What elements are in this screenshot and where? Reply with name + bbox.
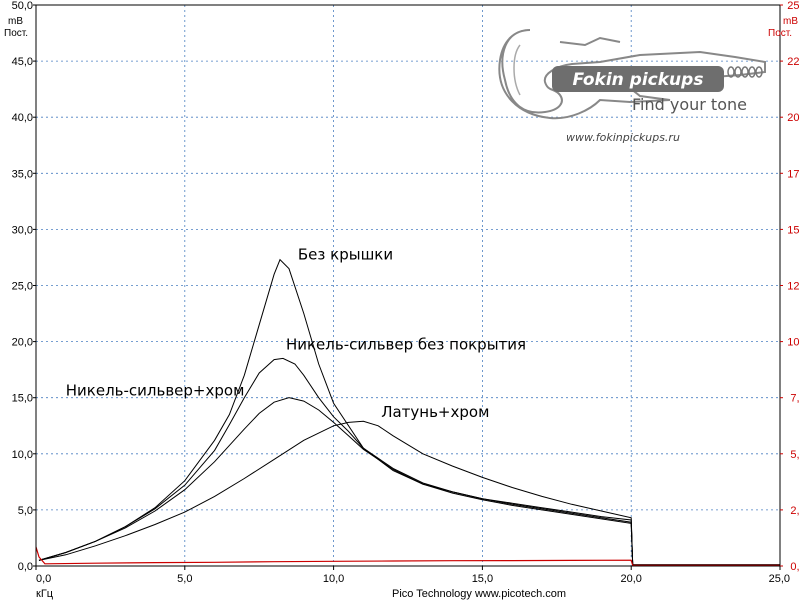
x-axis: 0,0 5,0 10,0 15,0 20,0 25,0 [35,566,790,585]
series-line-2 [38,397,780,566]
left-tick-label: 45,0 [12,56,33,68]
guitar-inner-icon [513,44,521,96]
left-tick-label: 20,0 [12,337,33,349]
series-annotation-0: Без крышки [298,246,393,264]
x-tick-label: 0,0 [36,573,51,585]
series-annotation-3: Латунь+хром [381,403,489,421]
left-tick-label: 35,0 [12,168,33,180]
right-unit-sublabel: Пост. [768,28,792,39]
series-annotation-1: Никель-сильвер без покрытия [286,335,526,353]
logo-name: Fokin pickups [573,70,704,90]
right-tick-label: 15,0 [787,224,800,236]
left-tick-label: 10,0 [12,449,33,461]
tuning-pegs-icon [727,66,763,78]
right-tick-label: 10,0 [787,337,800,349]
right-tick-label: 12,5 [787,281,800,293]
logo-tagline: Find your tone [632,95,747,114]
right-tick-label: 25,0 [787,0,800,12]
right-axis: 0,0 2,5 5,0 7,5 10,0 12,5 15,0 17,5 20,0 22,5 25,0 [780,0,800,573]
left-tick-label: 5,0 [18,505,33,517]
left-tick-label: 0,0 [18,561,33,573]
guitar-outline-icon [498,29,766,120]
logo-url: www.fokinpickups.ru [566,131,680,144]
left-tick-label: 25,0 [12,281,33,293]
x-tick-label: 25,0 [769,573,790,585]
right-tick-label: 7,5 [790,393,800,405]
logo-name-badge [552,66,724,92]
x-tick-label: 5,0 [177,573,192,585]
left-unit-label: mB [8,16,23,27]
right-tick-label: 22,5 [787,56,800,68]
x-tick-label: 10,0 [323,573,344,585]
x-tick-label: 15,0 [472,573,493,585]
left-tick-label: 15,0 [12,393,33,405]
grid [36,5,780,566]
series-line-4 [35,546,780,566]
series-lines [35,258,780,566]
right-tick-label: 0,0 [790,561,800,573]
left-tick-label: 40,0 [12,112,33,124]
x-unit-label: кГц [36,588,54,600]
series-annotation-2: Никель-сильвер+хром [66,381,245,399]
guitar-headstock-icon [559,36,621,47]
right-tick-label: 17,5 [787,168,800,180]
annotations: Без крышки Никель-сильвер без покрытия Ник… [66,246,526,421]
series-line-0 [38,258,780,566]
right-tick-label: 5,0 [790,449,800,461]
right-unit-label: mB [783,16,798,27]
brand-logo: Fokin pickups Find your tone www.fokinpi… [498,29,766,144]
series-line-1 [38,357,780,566]
right-tick-label: 2,5 [790,505,800,517]
left-tick-label: 50,0 [12,0,33,12]
right-tick-label: 20,0 [787,112,800,124]
series-line-3 [38,420,780,566]
left-axis: 0,0 5,0 10,0 15,0 20,0 25,0 30,0 35,0 40,0 45,0 50… [12,0,36,573]
x-tick-label: 20,0 [620,573,641,585]
left-unit-sublabel: Пост. [4,28,28,39]
footer-credit: Pico Technology www.picotech.com [392,588,566,600]
left-tick-label: 30,0 [12,224,33,236]
